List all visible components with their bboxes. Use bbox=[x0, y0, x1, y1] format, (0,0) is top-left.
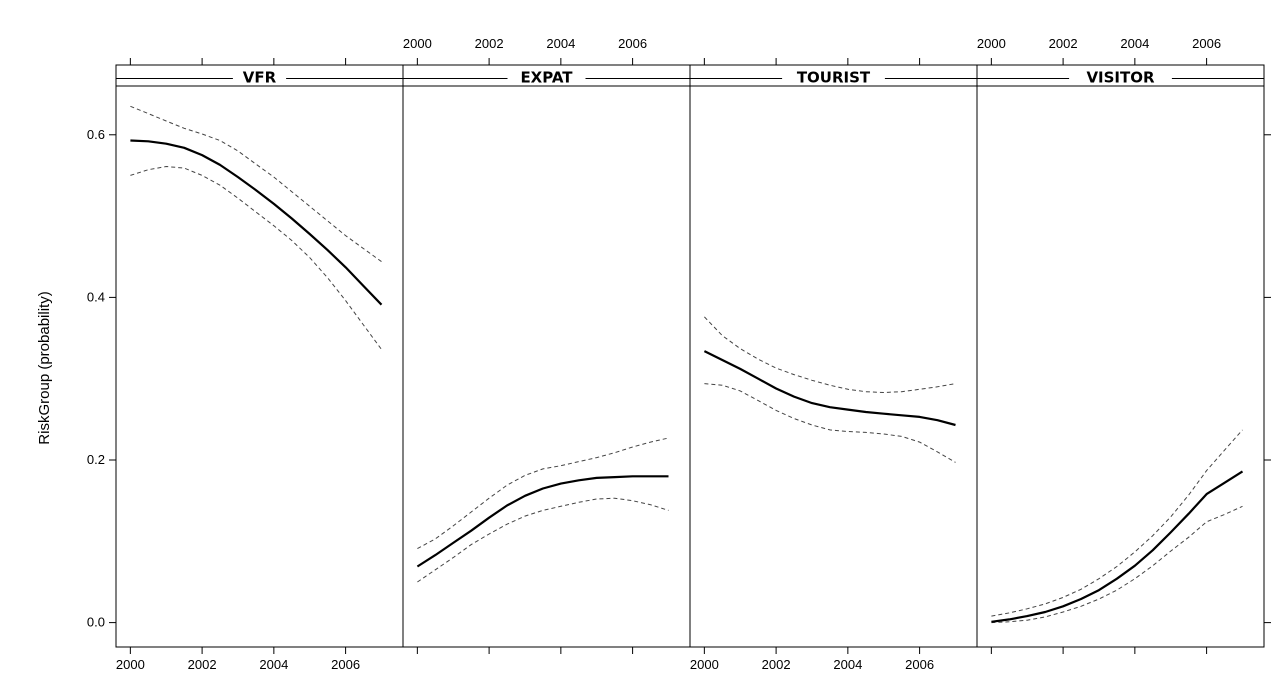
x-tick-label: 2006 bbox=[1192, 36, 1221, 51]
upper-band-line bbox=[130, 105, 382, 263]
y-tick-label: 0.6 bbox=[87, 127, 105, 142]
upper-band-line bbox=[417, 437, 669, 550]
x-tick-label: 2000 bbox=[977, 36, 1006, 51]
panel-visitor: VISITOR 2000 2002 2004 2006 bbox=[976, 36, 1265, 654]
panels-group: VFR 2000 2002 2004 2006 EXPAT 2000 2002 2004 2006… bbox=[87, 36, 1271, 672]
strip-label: EXPAT bbox=[520, 69, 573, 87]
x-tick-label: 2000 bbox=[116, 657, 145, 672]
x-tick-label: 2002 bbox=[762, 657, 791, 672]
x-tick-label: 2000 bbox=[690, 657, 719, 672]
y-axis-label: RiskGroup (probability) bbox=[36, 291, 53, 444]
panel-border bbox=[976, 64, 1265, 648]
upper-band-line bbox=[991, 429, 1243, 617]
strip-label: VISITOR bbox=[1086, 69, 1155, 87]
fit-line bbox=[991, 470, 1244, 623]
x-tick-label: 2002 bbox=[475, 36, 504, 51]
x-tick-label: 2002 bbox=[188, 657, 217, 672]
panel-vfr: VFR 2000 2002 2004 2006 bbox=[115, 58, 404, 672]
x-tick-label: 2002 bbox=[1049, 36, 1078, 51]
x-tick-label: 2004 bbox=[259, 657, 288, 672]
x-tick-label: 2006 bbox=[331, 657, 360, 672]
x-tick-label: 2004 bbox=[1120, 36, 1149, 51]
fit-line bbox=[703, 350, 956, 427]
lower-band-line bbox=[130, 165, 382, 350]
y-tick-label: 0.0 bbox=[87, 615, 105, 630]
y-tick-label: 0.2 bbox=[87, 452, 105, 467]
x-tick-label: 2006 bbox=[905, 657, 934, 672]
fit-line bbox=[416, 475, 669, 568]
fit-line bbox=[130, 139, 383, 306]
x-tick-label: 2004 bbox=[833, 657, 862, 672]
x-tick-label: 2004 bbox=[546, 36, 575, 51]
strip-label: TOURIST bbox=[797, 69, 871, 87]
x-tick-label: 2006 bbox=[618, 36, 647, 51]
lower-band-line bbox=[417, 497, 669, 583]
strip-label: VFR bbox=[243, 69, 277, 87]
x-tick-label: 2000 bbox=[403, 36, 432, 51]
y-tick-label: 0.4 bbox=[87, 289, 105, 304]
lower-band-line bbox=[704, 383, 956, 463]
